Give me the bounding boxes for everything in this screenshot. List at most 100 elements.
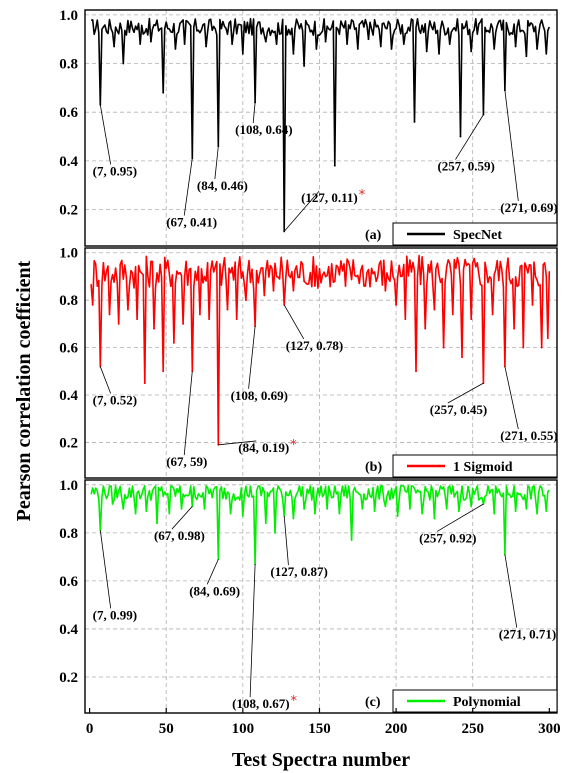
panel-label: (c) (365, 695, 381, 710)
annotation-label: (257, 0.45) (430, 402, 487, 417)
x-tick-label: 200 (385, 721, 408, 737)
annotation-leader (183, 158, 193, 216)
annotation-leader (99, 366, 112, 394)
panel-b: 1.0 0.8 0.6 0.4 0.2 (7, 0.52) (67, 59) (84, 0.1… (59, 246, 558, 479)
annotation-leader (183, 371, 193, 456)
data-point (226, 308, 229, 311)
data-point (303, 507, 306, 510)
data-point (545, 510, 548, 513)
data-point (350, 539, 353, 541)
data-point (174, 48, 177, 50)
data-point (459, 135, 462, 138)
data-point (122, 62, 125, 65)
data-point (275, 43, 278, 45)
data-point (525, 55, 528, 58)
annotation-leader (249, 564, 256, 698)
data-point (162, 91, 165, 94)
data-point (445, 507, 448, 510)
data-point (373, 510, 376, 513)
data-point (182, 322, 184, 325)
annotation-leader (218, 440, 257, 446)
panels: 1.0 0.8 0.6 0.4 0.2 (7, 0.95) (67, 0.41) (84, 0… (59, 8, 560, 737)
data-point (546, 337, 549, 340)
annotation-leader (214, 146, 219, 180)
data-point (143, 382, 146, 385)
legend-label: Polynomial (453, 695, 521, 710)
data-point (172, 341, 175, 344)
data-point (522, 346, 525, 349)
data-point (525, 507, 528, 510)
data-point (424, 327, 427, 330)
y-tick-label: 1.0 (59, 246, 78, 262)
y-tick-label: 1.0 (59, 8, 78, 24)
plot-frame (84, 9, 558, 247)
data-point (283, 515, 286, 517)
y-tick-label: 0.8 (59, 57, 78, 73)
legend-box (392, 454, 558, 478)
x-axis-label: Test Spectra number (232, 749, 410, 771)
y-tick-label: 0.4 (59, 154, 78, 170)
data-point (442, 346, 445, 349)
data-point (333, 164, 336, 167)
y-tick-label: 0.6 (59, 574, 78, 590)
legend-box (392, 222, 558, 246)
annotation-leader (206, 559, 219, 585)
data-point (433, 308, 436, 311)
x-tick-label: 150 (308, 721, 331, 737)
data-point (461, 356, 463, 358)
data-point (395, 304, 397, 306)
data-point (134, 512, 137, 515)
data-point (229, 512, 232, 515)
data-point (324, 275, 327, 278)
annotation-label: (257, 0.92) (419, 530, 476, 545)
highlight-star: * (359, 188, 366, 203)
data-point (254, 563, 257, 565)
data-point (408, 507, 411, 510)
data-point (313, 512, 316, 515)
data-point (355, 275, 358, 278)
annotation-label: (271, 0.71) (499, 627, 556, 642)
annotation-label: (127, 0.78) (286, 338, 343, 353)
data-point (264, 522, 267, 525)
data-point (153, 327, 155, 330)
data-point (346, 43, 348, 45)
data-point (231, 43, 234, 45)
annotation-label: (108, 0.69) (231, 388, 288, 403)
data-point (356, 48, 359, 50)
highlight-star: * (290, 438, 297, 453)
annotation-label: (257, 0.59) (437, 159, 494, 174)
data-point (91, 304, 94, 306)
annotation-label: (84, 0.46) (197, 178, 248, 193)
data-point (168, 512, 171, 515)
data-point (531, 304, 534, 306)
data-point (111, 503, 114, 505)
data-point (235, 318, 238, 321)
legend-label: 1 Sigmoid (453, 460, 513, 475)
x-tick-label: 300 (538, 721, 561, 737)
y-tick-label: 1.0 (59, 478, 78, 494)
data-point (183, 43, 186, 45)
x-tick-label: 100 (232, 721, 255, 737)
annotation-leader (283, 304, 305, 340)
annotation-leader (504, 554, 518, 628)
data-point (241, 515, 244, 517)
data-point (375, 280, 378, 283)
data-point (241, 52, 244, 55)
data-point (254, 101, 257, 104)
data-point (180, 507, 183, 510)
annotation-label: (67, 0.41) (166, 215, 217, 230)
data-point (127, 308, 129, 311)
y-tick-label: 0.2 (59, 435, 78, 451)
data-point (326, 507, 329, 510)
data-point (536, 48, 538, 50)
annotation-label: (127, 0.11) (301, 190, 358, 205)
data-point (122, 507, 125, 510)
annotation-label: (7, 0.52) (93, 392, 137, 407)
data-point (413, 121, 416, 123)
data-point (364, 285, 367, 287)
data-point (545, 52, 548, 55)
data-point (379, 45, 382, 48)
annotation-label: (84, 0.19) (238, 440, 289, 455)
data-point (136, 318, 139, 321)
data-point (448, 43, 451, 45)
